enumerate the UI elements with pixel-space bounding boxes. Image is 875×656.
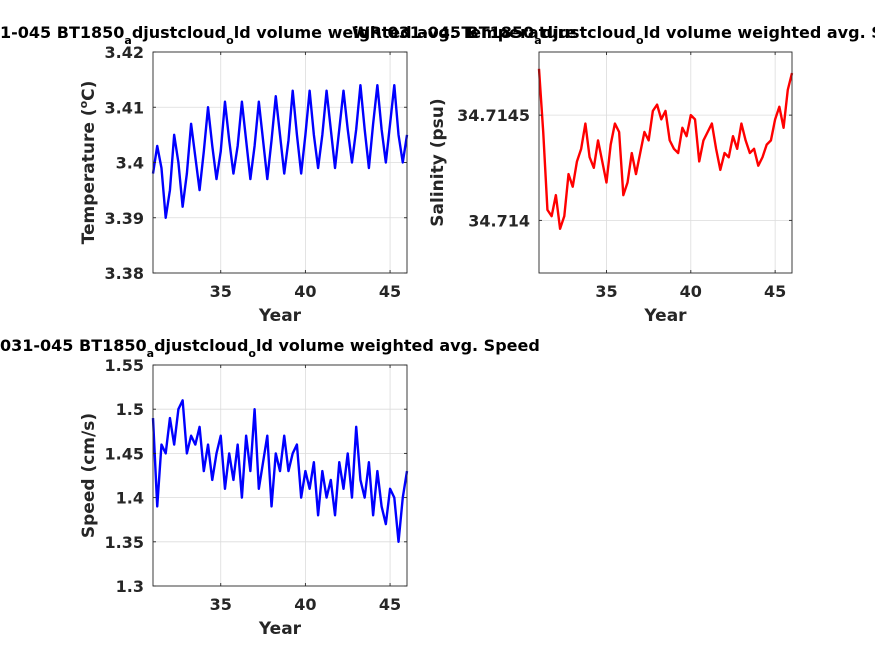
x-axis-label: Year (643, 306, 687, 326)
y-axis-label: Temperature (oC) (77, 81, 99, 245)
axes-frame (152, 364, 408, 587)
y-tick-label: 34.714 (468, 211, 530, 230)
y-tick-label: 3.42 (105, 43, 144, 62)
y-tick-label: 1.45 (105, 444, 144, 463)
x-tick-label: 40 (294, 595, 316, 614)
temperature-chart: 35 40 45 3.38 3.39 3.4 3.41 3.42 Year Temperature… (0, 23, 577, 326)
y-tick-label: 1.4 (116, 489, 144, 508)
chart-title: 031-045 BT1850adjustcloudold volume weig… (0, 336, 540, 360)
x-tick-label: 40 (680, 282, 702, 301)
x-tick-label: 35 (210, 282, 232, 301)
axes-frame (538, 51, 793, 274)
y-tick-label: 1.55 (105, 356, 144, 375)
y-tick-label: 3.38 (105, 264, 144, 283)
y-tick-label: 3.39 (105, 209, 144, 228)
y-axis-label: Speed (cm/s) (79, 413, 99, 538)
x-tick-label: 45 (379, 595, 401, 614)
x-tick-label: 45 (764, 282, 786, 301)
plot-area (153, 365, 407, 586)
y-tick-label: 3.41 (105, 98, 144, 117)
y-tick-label: 34.7145 (457, 106, 530, 125)
y-tick-label: 1.3 (116, 577, 144, 596)
x-tick-label: 40 (294, 282, 316, 301)
y-tick-label: 1.35 (105, 533, 144, 552)
data-line (537, 68, 794, 231)
plot-area (539, 52, 792, 273)
data-line (151, 399, 409, 543)
x-axis-label: Year (258, 306, 302, 326)
chart-title: 1-045 BT1850adjustcloudold volume weight… (0, 23, 577, 47)
chart-title: WR 031-045 BT1850adjustcloudold volume w… (352, 23, 875, 47)
data-line (151, 83, 409, 219)
x-tick-label: 35 (595, 282, 617, 301)
speed-chart: 35 40 45 1.3 1.35 1.4 1.45 1.5 1.55 Year Speed (cm… (0, 336, 540, 639)
y-axis-label: Salinity (psu) (428, 98, 448, 226)
y-tick-label: 3.4 (116, 154, 144, 173)
x-axis-label: Year (258, 619, 302, 639)
salinity-chart: 35 40 45 34.714 34.7145 Year Salinity (psu) WR … (352, 23, 875, 326)
y-tick-label: 1.5 (116, 400, 144, 419)
x-tick-label: 45 (379, 282, 401, 301)
x-tick-label: 35 (210, 595, 232, 614)
